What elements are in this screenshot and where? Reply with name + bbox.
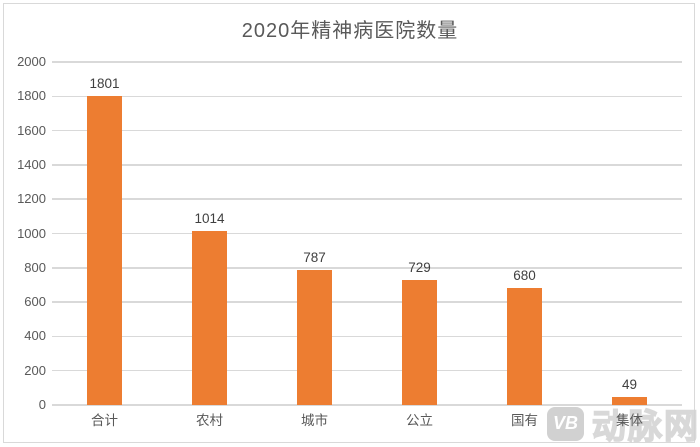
gridline <box>52 164 682 166</box>
y-tick-label: 1400 <box>17 156 46 172</box>
gridline <box>52 95 682 98</box>
gridline <box>52 129 682 132</box>
bar-集体 <box>612 396 647 405</box>
bar-农村 <box>192 231 227 405</box>
gridline <box>52 369 682 372</box>
bar-城市 <box>297 270 332 405</box>
watermark-vb-logo-icon: VB <box>547 406 584 441</box>
x-category-label: 城市 <box>301 413 328 428</box>
bar-value-label: 1801 <box>89 76 120 92</box>
bar-value-label: 787 <box>303 250 326 266</box>
watermark: VB 动脉网 <box>547 399 700 447</box>
gridline <box>52 404 682 406</box>
x-category-label: 集体 <box>616 413 643 428</box>
y-tick-label: 400 <box>24 328 46 344</box>
y-tick-label: 1800 <box>17 88 46 104</box>
y-tick-label: 1600 <box>17 122 46 138</box>
gridline <box>52 61 682 63</box>
bar-value-label: 680 <box>513 268 536 284</box>
y-tick-label: 2000 <box>17 54 46 69</box>
x-category-label: 农村 <box>196 413 223 428</box>
bar-value-label: 1014 <box>194 211 225 227</box>
gridline <box>52 267 682 269</box>
bar-公立 <box>402 279 437 405</box>
y-tick-label: 1200 <box>17 191 46 207</box>
bar-国有 <box>507 288 542 405</box>
bar-value-label: 49 <box>621 376 638 392</box>
gridline <box>52 232 682 235</box>
watermark-site-name: 动脉网 <box>591 407 700 447</box>
y-tick-label: 800 <box>24 259 46 275</box>
gridline <box>52 335 682 338</box>
gridline <box>52 198 682 200</box>
x-category-label: 国有 <box>511 413 538 428</box>
y-tick-label: 0 <box>38 397 46 412</box>
bar-value-label: 729 <box>408 259 431 275</box>
y-tick-label: 1000 <box>17 225 46 241</box>
chart-title: 2020年精神病医院数量 <box>241 20 459 42</box>
x-category-label: 公立 <box>406 413 433 428</box>
gridline <box>52 301 682 303</box>
bar-合计 <box>87 96 122 405</box>
y-tick-label: 200 <box>24 362 46 378</box>
x-category-label: 合计 <box>91 413 118 428</box>
y-tick-label: 600 <box>24 294 46 310</box>
